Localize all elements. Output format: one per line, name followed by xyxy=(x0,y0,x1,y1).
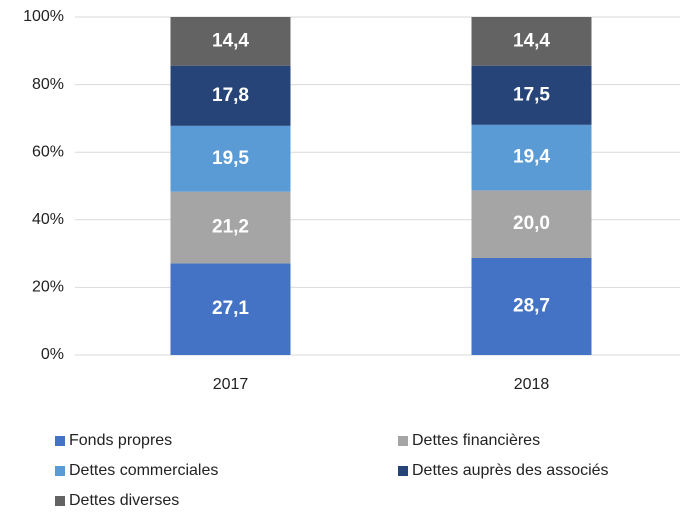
bar-segment xyxy=(471,124,592,191)
legend-label: Dettes financières xyxy=(412,432,540,449)
legend-swatch xyxy=(55,436,65,446)
bar-segment xyxy=(170,65,291,126)
bar-segment xyxy=(170,191,291,264)
value-label: 27,1 xyxy=(212,298,249,319)
legend-label: Dettes diverses xyxy=(69,492,179,509)
value-label: 17,8 xyxy=(212,85,249,106)
value-label: 14,4 xyxy=(513,30,550,51)
legend-label: Dettes commerciales xyxy=(69,462,218,479)
value-label: 19,4 xyxy=(513,147,550,168)
legend-swatch xyxy=(55,496,65,506)
bar-segment xyxy=(471,190,592,258)
value-label: 21,2 xyxy=(212,217,249,238)
y-tick-label: 20% xyxy=(32,279,64,296)
value-label: 28,7 xyxy=(513,296,550,317)
legend-swatch xyxy=(398,436,408,446)
bar-segment xyxy=(170,125,291,192)
bar-segment xyxy=(471,257,592,355)
legend-swatch xyxy=(398,466,408,476)
x-tick-label: 2018 xyxy=(514,376,550,393)
legend-label: Dettes auprès des associés xyxy=(412,462,609,479)
value-label: 14,4 xyxy=(212,30,249,51)
bar-segment xyxy=(471,17,592,66)
y-tick-label: 0% xyxy=(41,346,64,363)
y-tick-label: 80% xyxy=(32,76,64,93)
y-tick-label: 40% xyxy=(32,211,64,228)
bar-segment xyxy=(170,17,291,66)
y-tick-label: 60% xyxy=(32,143,64,160)
bar-segment xyxy=(170,263,291,355)
y-tick-label: 100% xyxy=(23,8,64,25)
value-label: 20,0 xyxy=(513,213,550,234)
bar-segment xyxy=(471,65,592,125)
legend-label: Fonds propres xyxy=(69,432,172,449)
legend-swatch xyxy=(55,466,65,476)
value-label: 19,5 xyxy=(212,148,249,169)
value-label: 17,5 xyxy=(513,84,550,105)
x-tick-label: 2017 xyxy=(213,376,249,393)
